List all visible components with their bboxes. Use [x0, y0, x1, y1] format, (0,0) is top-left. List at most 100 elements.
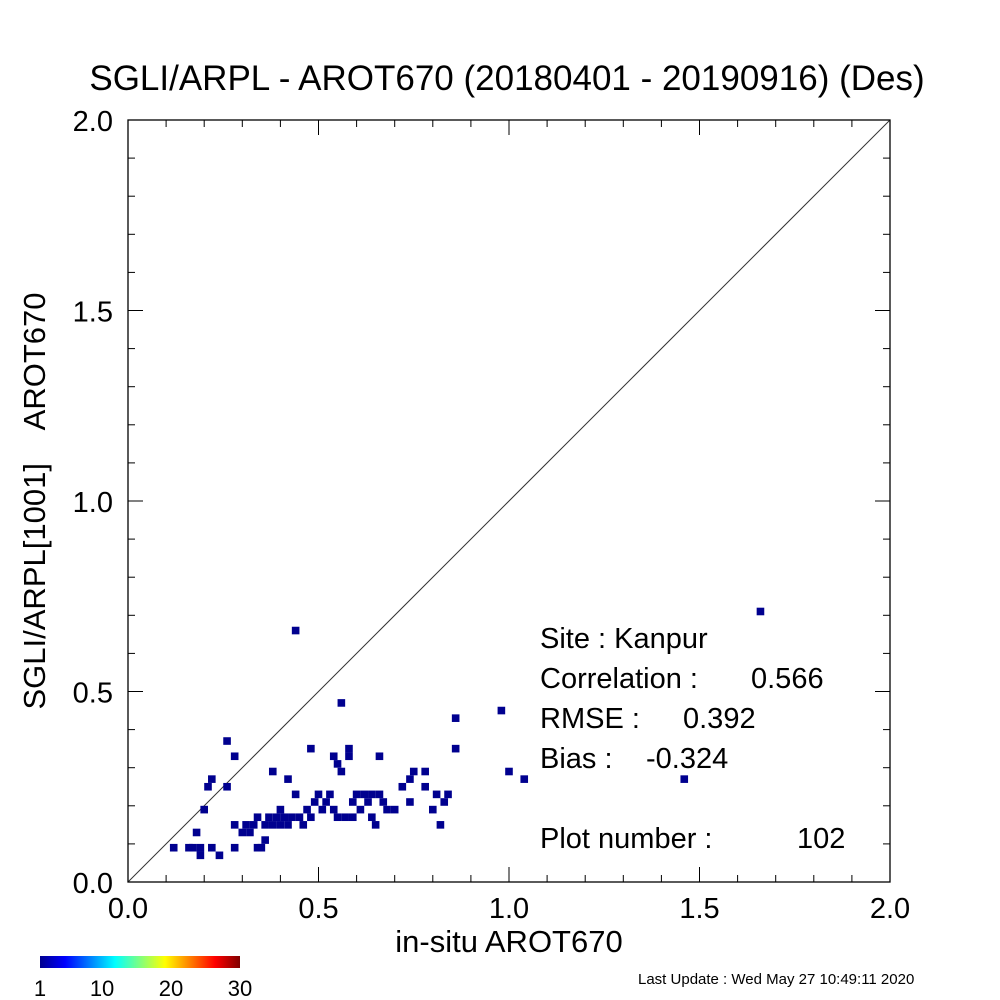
data-point — [200, 805, 208, 814]
data-point — [272, 813, 281, 822]
data-point — [314, 790, 323, 799]
data-point — [436, 821, 445, 829]
data-point — [303, 805, 311, 814]
x-tick-label: 2.0 — [870, 893, 910, 925]
data-point — [421, 767, 429, 776]
data-point — [368, 790, 376, 799]
data-point — [276, 805, 285, 814]
data-point — [230, 752, 239, 761]
x-tick-label: 0.5 — [298, 893, 338, 925]
data-point — [345, 752, 353, 761]
x-tick-labels: 0.0 0.5 1.0 1.5 2.0 — [108, 893, 910, 925]
data-point — [185, 843, 193, 852]
data-point — [390, 805, 399, 814]
data-point — [375, 752, 384, 761]
data-point — [188, 843, 197, 852]
correlation-value: 0.566 — [751, 663, 824, 695]
data-point — [429, 805, 437, 814]
data-point — [406, 798, 414, 806]
x-tick-label: 1.0 — [489, 893, 529, 925]
data-point — [291, 626, 300, 635]
plot-number-label: Plot number : — [540, 823, 712, 855]
bias-label: Bias : — [540, 743, 613, 775]
data-point — [333, 813, 342, 822]
data-points — [169, 607, 765, 860]
data-point — [368, 813, 376, 822]
colorbar-tick-label: 20 — [159, 976, 183, 1000]
data-point — [268, 767, 277, 776]
data-point — [398, 782, 407, 791]
plot-area — [127, 119, 891, 883]
data-point — [276, 821, 285, 829]
data-point — [253, 813, 262, 822]
data-point — [215, 851, 224, 860]
last-update-text: Last Update : Wed May 27 10:49:11 2020 — [638, 971, 914, 988]
data-point — [295, 813, 304, 822]
y-tick-label: 2.0 — [73, 106, 113, 138]
stats-annotations: Site : Kanpur Correlation : 0.566 RMSE :… — [540, 623, 845, 855]
data-point — [756, 607, 765, 616]
data-point — [299, 821, 308, 829]
data-point — [505, 767, 513, 776]
data-point — [261, 821, 269, 829]
data-point — [333, 760, 342, 768]
data-point — [284, 775, 292, 783]
data-point — [364, 798, 372, 806]
data-point — [337, 767, 346, 776]
data-point — [268, 821, 277, 829]
data-point — [192, 828, 201, 837]
data-point — [288, 813, 296, 822]
colorbar: 1 10 20 30 — [34, 956, 252, 1000]
data-point — [345, 744, 353, 753]
bias-value: -0.324 — [646, 743, 728, 775]
data-point — [383, 805, 391, 814]
plot-number-value: 102 — [797, 823, 845, 855]
y-tick-label: 0.5 — [73, 678, 113, 710]
colorbar-tick-label: 10 — [90, 976, 114, 1000]
data-point — [246, 828, 254, 837]
data-point — [223, 737, 231, 745]
data-point — [265, 813, 273, 822]
data-point — [196, 851, 205, 860]
y-axis-label: SGLI/ARPL[1001] AROT670 — [17, 292, 52, 709]
y-tick-labels: 0.0 0.5 1.0 1.5 2.0 — [73, 106, 113, 900]
x-axis-label: in-situ AROT670 — [395, 924, 622, 959]
data-point — [680, 775, 689, 783]
data-point — [329, 805, 338, 814]
one-to-one-line — [127, 119, 891, 883]
data-point — [280, 813, 289, 822]
y-tick-label: 1.0 — [73, 487, 113, 519]
axis-ticks — [127, 119, 891, 883]
chart-title: SGLI/ARPL - AROT670 (20180401 - 20190916… — [89, 59, 924, 98]
data-point — [348, 798, 357, 806]
data-point — [497, 706, 506, 715]
data-point — [520, 775, 529, 783]
rmse-label: RMSE : — [540, 703, 640, 735]
data-point — [261, 836, 269, 844]
data-point — [307, 813, 315, 822]
data-point — [230, 821, 239, 829]
data-point — [444, 790, 452, 799]
data-point — [204, 782, 212, 791]
data-point — [238, 828, 247, 837]
rmse-value: 0.392 — [683, 703, 756, 735]
data-point — [337, 699, 346, 707]
data-point — [208, 775, 216, 783]
data-point — [341, 813, 349, 822]
data-point — [352, 790, 361, 799]
data-point — [440, 798, 449, 806]
colorbar-gradient — [40, 956, 240, 968]
correlation-label: Correlation : — [540, 663, 698, 695]
data-point — [379, 798, 388, 806]
data-point — [322, 798, 330, 806]
x-tick-label: 0.0 — [108, 893, 148, 925]
data-point — [318, 805, 327, 814]
data-point — [242, 821, 250, 829]
data-point — [307, 744, 315, 753]
data-point — [421, 782, 429, 791]
data-point — [348, 813, 357, 822]
x-tick-label: 1.5 — [679, 893, 719, 925]
colorbar-tick-label: 30 — [228, 976, 252, 1000]
data-point — [291, 790, 300, 799]
data-point — [375, 790, 384, 799]
